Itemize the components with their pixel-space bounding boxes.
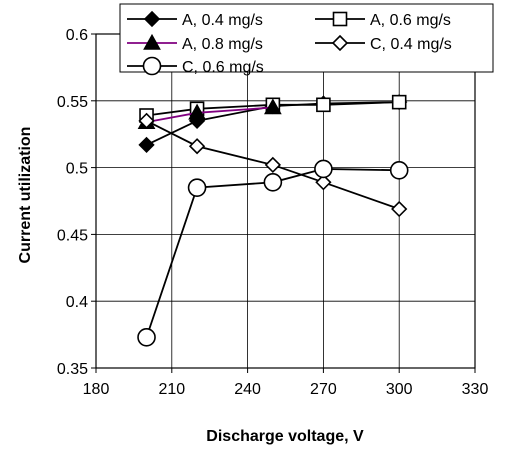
legend-entry: C, 0.6 mg/s bbox=[127, 56, 264, 76]
data-point bbox=[389, 160, 409, 180]
legend-marker bbox=[332, 11, 348, 27]
data-point bbox=[391, 200, 408, 218]
y-axis-title: Current utilization bbox=[17, 127, 34, 264]
series-layer bbox=[137, 94, 409, 347]
legend-label: A, 0.4 mg/s bbox=[182, 12, 263, 29]
data-point bbox=[315, 174, 332, 191]
series-line bbox=[145, 168, 400, 338]
legend-label: C, 0.4 mg/s bbox=[370, 36, 452, 53]
legend-label: A, 0.6 mg/s bbox=[370, 12, 451, 29]
data-point bbox=[188, 138, 206, 155]
y-tick-label: 0.4 bbox=[66, 294, 88, 311]
legend-entry: A, 0.8 mg/s bbox=[127, 33, 263, 53]
x-tick-label: 330 bbox=[462, 381, 489, 398]
data-point bbox=[138, 112, 155, 129]
data-point bbox=[263, 172, 283, 192]
x-tick-label: 270 bbox=[310, 381, 337, 398]
x-tick-label: 180 bbox=[83, 381, 110, 398]
legend-marker bbox=[143, 10, 161, 28]
legend-box bbox=[119, 3, 494, 73]
data-point bbox=[188, 103, 206, 120]
x-axis-title: Discharge voltage, V bbox=[206, 428, 364, 445]
legend-marker bbox=[331, 34, 349, 52]
legend-entry: C, 0.4 mg/s bbox=[315, 34, 452, 53]
data-point bbox=[264, 156, 281, 174]
x-tick-label: 210 bbox=[158, 381, 185, 398]
y-tick-label: 0.6 bbox=[66, 27, 88, 44]
ticks: 180 210 240 270 300 330 0.35 0.4 0.45 0.5 0.55 0.6 bbox=[57, 27, 489, 398]
legend: A, 0.4 mg/s A, 0.6 mg/s A, 0.8 mg/s C, 0.4 … bbox=[119, 3, 494, 76]
legend-entry: A, 0.6 mg/s bbox=[315, 11, 451, 29]
data-point bbox=[314, 159, 333, 179]
y-tick-label: 0.35 bbox=[57, 361, 88, 378]
series-4 bbox=[137, 159, 409, 347]
legend-marker bbox=[143, 33, 161, 50]
series-line bbox=[146, 106, 273, 124]
legend-label: C, 0.6 mg/s bbox=[182, 59, 264, 76]
data-point bbox=[187, 178, 207, 197]
y-tick-label: 0.55 bbox=[57, 94, 88, 111]
data-point bbox=[138, 136, 155, 154]
y-tick-label: 0.45 bbox=[57, 227, 88, 244]
x-tick-label: 240 bbox=[234, 381, 261, 398]
legend-label: A, 0.8 mg/s bbox=[182, 36, 263, 53]
data-point bbox=[316, 97, 331, 113]
data-point bbox=[264, 98, 282, 115]
legend-marker bbox=[142, 56, 162, 76]
data-point bbox=[137, 327, 156, 347]
legend-entry: A, 0.4 mg/s bbox=[127, 10, 263, 29]
series-3 bbox=[138, 112, 408, 218]
y-tick-label: 0.5 bbox=[66, 161, 88, 178]
data-point bbox=[391, 94, 407, 110]
x-tick-label: 300 bbox=[386, 381, 413, 398]
